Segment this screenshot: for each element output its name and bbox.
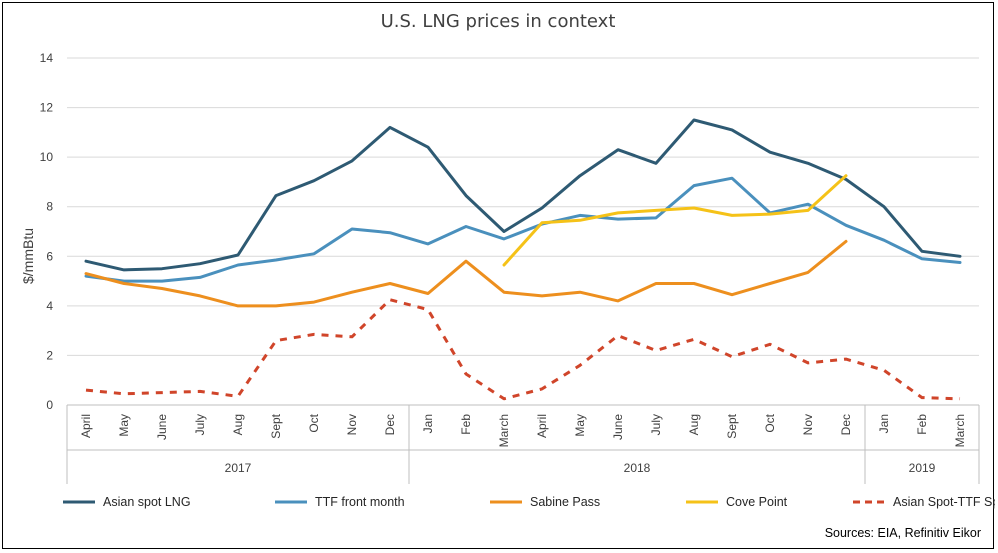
x-tick-label: Oct: [763, 413, 777, 432]
x-year-label: 2017: [225, 461, 252, 475]
y-tick-label: 10: [40, 150, 54, 164]
x-tick-label: March: [497, 414, 511, 447]
x-tick-label: July: [193, 414, 207, 435]
y-tick-label: 2: [46, 348, 53, 362]
line-chart: U.S. LNG prices in context $/mmBtu 0 2 4 6 8…: [20, 11, 995, 540]
x-tick-label: Nov: [345, 414, 359, 435]
x-tick-label: Dec: [839, 414, 853, 435]
y-tick-label: 14: [40, 51, 54, 65]
x-axis: April May June July Aug Sept Oct Nov Dec Jan Feb Ma…: [66, 404, 980, 484]
x-tick-label: Aug: [231, 414, 245, 435]
y-axis-label: $/mmBtu: [20, 228, 36, 284]
x-tick-label: Nov: [801, 414, 815, 435]
y-tick-label: 0: [46, 398, 53, 412]
x-tick-label: May: [117, 414, 131, 437]
x-year-label: 2018: [624, 461, 651, 475]
series-line-asian-spot-ttf-spread: [85, 298, 961, 401]
gridlines: [67, 57, 979, 356]
y-tick-label: 4: [46, 299, 53, 313]
x-tick-label: April: [79, 414, 93, 438]
x-tick-label: Dec: [383, 414, 397, 435]
x-tick-label: April: [535, 414, 549, 438]
y-tick-label: 6: [46, 249, 53, 263]
legend-label: Asian Spot-TTF Spread: [893, 495, 995, 509]
chart-title: U.S. LNG prices in context: [381, 11, 616, 32]
legend-label: Asian spot LNG: [103, 495, 191, 509]
series-lines: [84, 118, 962, 401]
legend-label: Cove Point: [726, 495, 788, 509]
x-tick-label: Jan: [421, 414, 435, 433]
x-tick-label: July: [649, 414, 663, 435]
x-tick-label: Oct: [307, 413, 321, 432]
y-axis-ticks: 0 2 4 6 8 10 12 14: [40, 51, 54, 412]
series-line-ttf-front-month: [84, 176, 962, 283]
x-tick-label: Sept: [269, 413, 283, 438]
x-tick-label: Jan: [877, 414, 891, 433]
series-line-sabine-pass: [84, 239, 848, 308]
x-tick-label: Sept: [725, 413, 739, 438]
legend-label: TTF front month: [315, 495, 405, 509]
x-tick-label: Feb: [915, 414, 929, 435]
x-year-label: 2019: [909, 461, 936, 475]
x-tick-label: June: [155, 414, 169, 440]
x-tick-label: March: [953, 414, 967, 447]
source-note: Sources: EIA, Refinitiv Eikor: [825, 526, 981, 540]
y-tick-label: 8: [46, 200, 53, 214]
legend-label: Sabine Pass: [530, 495, 600, 509]
y-tick-label: 12: [40, 101, 54, 115]
legend: Asian spot LNG TTF front month Sabine Pass…: [63, 495, 995, 509]
x-tick-label: May: [573, 414, 587, 437]
series-line-cove-point: [502, 174, 848, 267]
series-line-asian-spot-lng: [84, 118, 962, 272]
x-tick-label: Feb: [459, 414, 473, 435]
x-tick-label: June: [611, 414, 625, 440]
x-tick-label: Aug: [687, 414, 701, 435]
